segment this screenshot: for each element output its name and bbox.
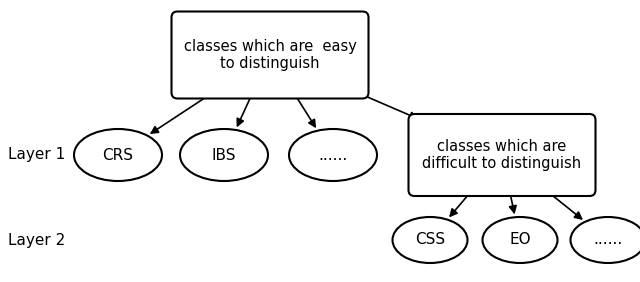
Text: CSS: CSS [415,232,445,248]
Text: Layer 2: Layer 2 [8,232,65,248]
Ellipse shape [180,129,268,181]
Text: ......: ...... [318,147,348,162]
Text: ......: ...... [593,232,623,248]
Ellipse shape [483,217,557,263]
Text: Layer 1: Layer 1 [8,147,65,162]
FancyBboxPatch shape [408,114,595,196]
Ellipse shape [289,129,377,181]
Text: CRS: CRS [102,147,134,162]
Ellipse shape [392,217,467,263]
Text: classes which are
difficult to distinguish: classes which are difficult to distingui… [422,139,582,171]
FancyBboxPatch shape [172,12,369,98]
Text: EO: EO [509,232,531,248]
Ellipse shape [570,217,640,263]
Text: IBS: IBS [212,147,236,162]
Text: classes which are  easy
to distinguish: classes which are easy to distinguish [184,39,356,71]
Ellipse shape [74,129,162,181]
